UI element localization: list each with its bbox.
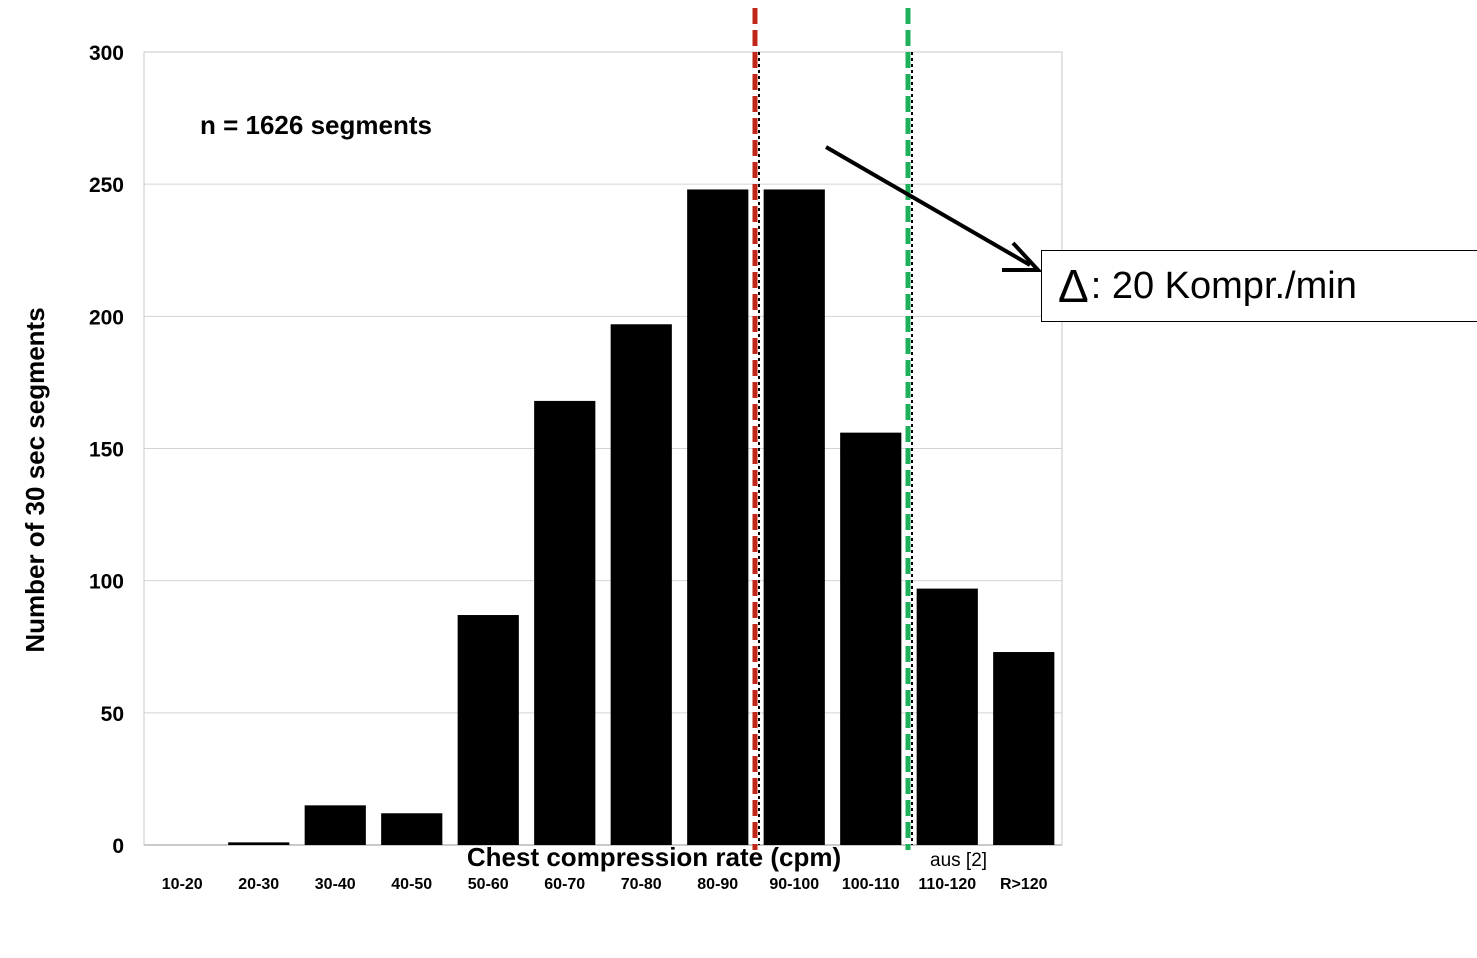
x-tick-label: 50-60 (468, 876, 509, 893)
callout-arrow (824, 145, 1043, 272)
bar (763, 189, 825, 845)
x-tick-label: 40-50 (391, 876, 432, 893)
x-tick-label: 80-90 (697, 876, 738, 893)
delta-callout-box: Δ : 20 Kompr./min (1041, 250, 1477, 322)
bar (610, 324, 672, 846)
x-tick-label: 20-30 (238, 876, 279, 893)
x-tick-label: 60-70 (544, 876, 585, 893)
x-tick-label: 30-40 (315, 876, 356, 893)
source-note: aus [2] (930, 850, 987, 871)
y-tick-label: 300 (89, 42, 124, 65)
x-axis-ticks: 10-20 20-30 30-40 40-50 50-60 60-70 70-80 80-90… (162, 876, 1048, 893)
x-tick-label: 10-20 (162, 876, 203, 893)
y-tick-label: 0 (112, 835, 124, 858)
bar (534, 400, 596, 845)
bar (840, 432, 902, 845)
y-axis-title: Number of 30 sec segments (20, 307, 50, 652)
x-tick-label: 110-120 (918, 876, 976, 893)
bar (381, 813, 443, 845)
x-axis-title: Chest compression rate (cpm) (467, 842, 841, 872)
x-tick-label: 100-110 (842, 876, 900, 893)
y-tick-label: 250 (89, 174, 124, 197)
y-axis-ticks: 0 50 100 150 200 250 300 (89, 42, 124, 858)
bar (304, 805, 366, 845)
x-tick-label: R>120 (1000, 876, 1048, 893)
sample-size-note: n = 1626 segments (200, 110, 432, 140)
y-tick-label: 100 (89, 571, 124, 594)
bar (457, 615, 519, 845)
reference-lines (752, 8, 913, 850)
bar (687, 189, 749, 845)
x-tick-label: 70-80 (621, 876, 662, 893)
y-tick-label: 150 (89, 439, 124, 462)
delta-callout-text: : 20 Kompr./min (1090, 264, 1357, 307)
y-tick-label: 200 (89, 306, 124, 329)
plot-frame (143, 51, 1063, 846)
x-tick-label: 90-100 (769, 876, 819, 893)
bar (916, 588, 978, 845)
bar (228, 842, 290, 845)
bar (993, 652, 1055, 845)
delta-symbol: Δ (1058, 260, 1089, 312)
bars (228, 189, 1055, 846)
y-tick-label: 50 (101, 703, 124, 726)
